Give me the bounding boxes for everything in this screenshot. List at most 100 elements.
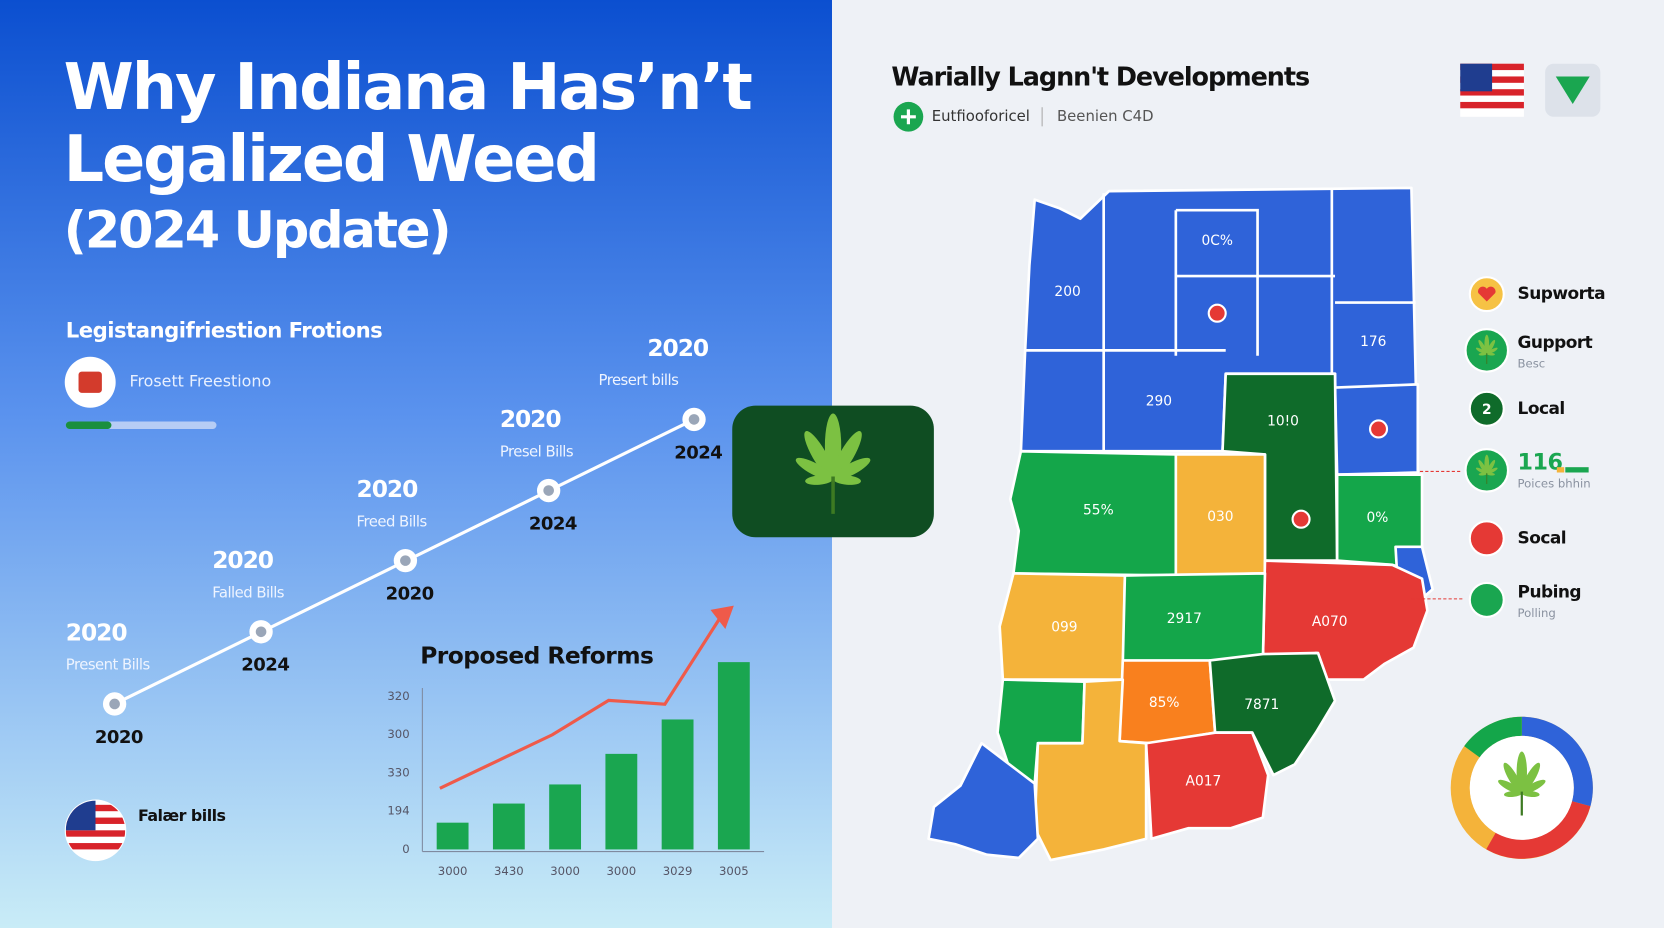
title-line: Why Indiana Has’n’t — [64, 51, 752, 125]
bar-chart: Proposed Reforms 0 194 330 300 320 3000 3430 30… — [387, 605, 765, 878]
map-region — [1144, 731, 1270, 841]
legend-icon-heart — [1477, 286, 1496, 302]
x-tick-label: 3029 — [663, 864, 693, 878]
legend-sublabel: Besc — [1518, 357, 1546, 371]
title-line: (2024 Update) — [64, 202, 450, 261]
trend-arrow — [710, 605, 734, 630]
timeline-subtitle: Present Bills — [66, 656, 151, 674]
map-region-label: 290 — [1146, 393, 1172, 409]
legend-label: Gupport — [1518, 333, 1593, 353]
map-region-label: 7871 — [1244, 697, 1279, 713]
map-region-label: 10!0 — [1267, 414, 1299, 430]
legend: Supworta Gupport Besc 2 Local 116 Poices bhhin… — [1464, 276, 1606, 620]
x-tick-label: 3000 — [607, 864, 637, 878]
legend-label: Supworta — [1518, 284, 1606, 304]
legend-bar — [1556, 467, 1565, 473]
timeline-subtitle: Freed Bills — [357, 512, 428, 530]
map-title: Warially Lagnn't Developments — [891, 63, 1309, 93]
timeline-subtitle: Presert bills — [599, 371, 680, 389]
flag — [1460, 63, 1524, 117]
timeline-node-core — [109, 698, 120, 710]
legend-icon — [1468, 581, 1505, 618]
timeline-node-core — [688, 414, 700, 425]
bar — [717, 662, 750, 850]
map-region — [927, 741, 1040, 860]
bar — [492, 803, 525, 850]
y-tick-label: 194 — [387, 804, 409, 818]
y-tick-label: 0 — [402, 842, 409, 856]
indiana-map — [927, 186, 1434, 862]
legend-icon — [1468, 390, 1505, 427]
x-tick-label: 3000 — [550, 864, 580, 878]
timeline-heading: 2020 — [66, 618, 128, 646]
flag-badge-icon — [65, 800, 126, 861]
map-region-label: 0C% — [1201, 233, 1232, 249]
timeline-subtitle: Falled Bills — [212, 584, 285, 602]
timeline-year: 2024 — [674, 442, 722, 463]
map-region-label: 85% — [1149, 695, 1180, 711]
map-region — [998, 572, 1127, 681]
legend-badge: 2 — [1482, 402, 1492, 418]
status-icon-glyph — [78, 371, 102, 393]
x-tick-label: 3005 — [719, 864, 749, 878]
map-labels: 0C% 200 176 290 10!0 55% 030 0% 099 2917 A070 85% 78… — [1051, 233, 1388, 789]
timeline-heading: 2020 — [357, 475, 419, 503]
map-region-label: 55% — [1083, 503, 1114, 519]
map-borders — [1025, 188, 1416, 452]
tag-icon-plus — [900, 109, 916, 125]
map-region-label: A017 — [1186, 773, 1222, 789]
timeline-node-core — [255, 626, 267, 638]
timeline-node-core — [543, 485, 554, 496]
timeline-year: 2024 — [241, 655, 289, 676]
map-pin — [1207, 303, 1227, 323]
timeline-year: 2020 — [386, 584, 434, 605]
chart-title: Proposed Reforms — [420, 642, 653, 670]
tag-2: Beenien C4D — [1057, 107, 1154, 125]
legend-icon — [1468, 520, 1505, 557]
legend-label: Socal — [1518, 528, 1567, 548]
bar — [436, 822, 469, 850]
timeline-heading: 2020 — [500, 405, 562, 433]
y-tick-label: 330 — [387, 765, 409, 779]
x-tick-label: 3430 — [494, 864, 524, 878]
footer-label: Falær bills — [138, 806, 226, 825]
status-label: Frosett Freestiono — [129, 372, 271, 391]
map-region-label: 030 — [1207, 509, 1233, 525]
map-region-label: 0% — [1367, 510, 1389, 526]
legend-label: Local — [1518, 399, 1565, 419]
legend-bar — [1565, 467, 1589, 473]
timeline: 2020 Present Bills 2020 2020 Falled Bills 202… — [66, 334, 723, 748]
legend-sublabel: Polling — [1518, 606, 1556, 620]
map-region-label: 2917 — [1167, 611, 1202, 627]
tag-1: Eutfiooforicel — [932, 107, 1030, 125]
timeline-subtitle: Presel Bills — [500, 442, 574, 460]
legend-sublabel: Poices bhhin — [1518, 477, 1591, 491]
bar — [549, 784, 582, 850]
map-region-label: A070 — [1312, 614, 1348, 630]
x-tick-label: 3000 — [438, 864, 468, 878]
check-tile-icon — [1555, 76, 1590, 105]
timeline-year: 2024 — [529, 514, 577, 535]
timeline-node-core — [400, 555, 411, 566]
map-region-label: 176 — [1360, 334, 1386, 350]
timeline-heading: 2020 — [212, 546, 274, 574]
section-title: Legistangifriestion Frotions — [66, 318, 382, 343]
bar — [661, 719, 694, 850]
map-pin — [1368, 419, 1389, 439]
map-region-label: 200 — [1054, 284, 1080, 300]
map-region-label: 099 — [1051, 620, 1077, 636]
title-line: Legalized Weed — [64, 123, 598, 197]
map-pin — [1291, 509, 1311, 529]
bar — [605, 753, 638, 850]
donut — [1450, 716, 1593, 859]
legend-label: Pubing — [1518, 582, 1582, 602]
progress-fill — [65, 421, 112, 429]
legend-label: 116 — [1518, 449, 1563, 475]
map-region — [1033, 678, 1148, 862]
y-tick-label: 320 — [387, 689, 409, 703]
trend-line — [439, 615, 723, 790]
y-tick-label: 300 — [387, 727, 409, 741]
timeline-year: 2020 — [95, 727, 143, 748]
timeline-heading: 2020 — [647, 334, 709, 362]
